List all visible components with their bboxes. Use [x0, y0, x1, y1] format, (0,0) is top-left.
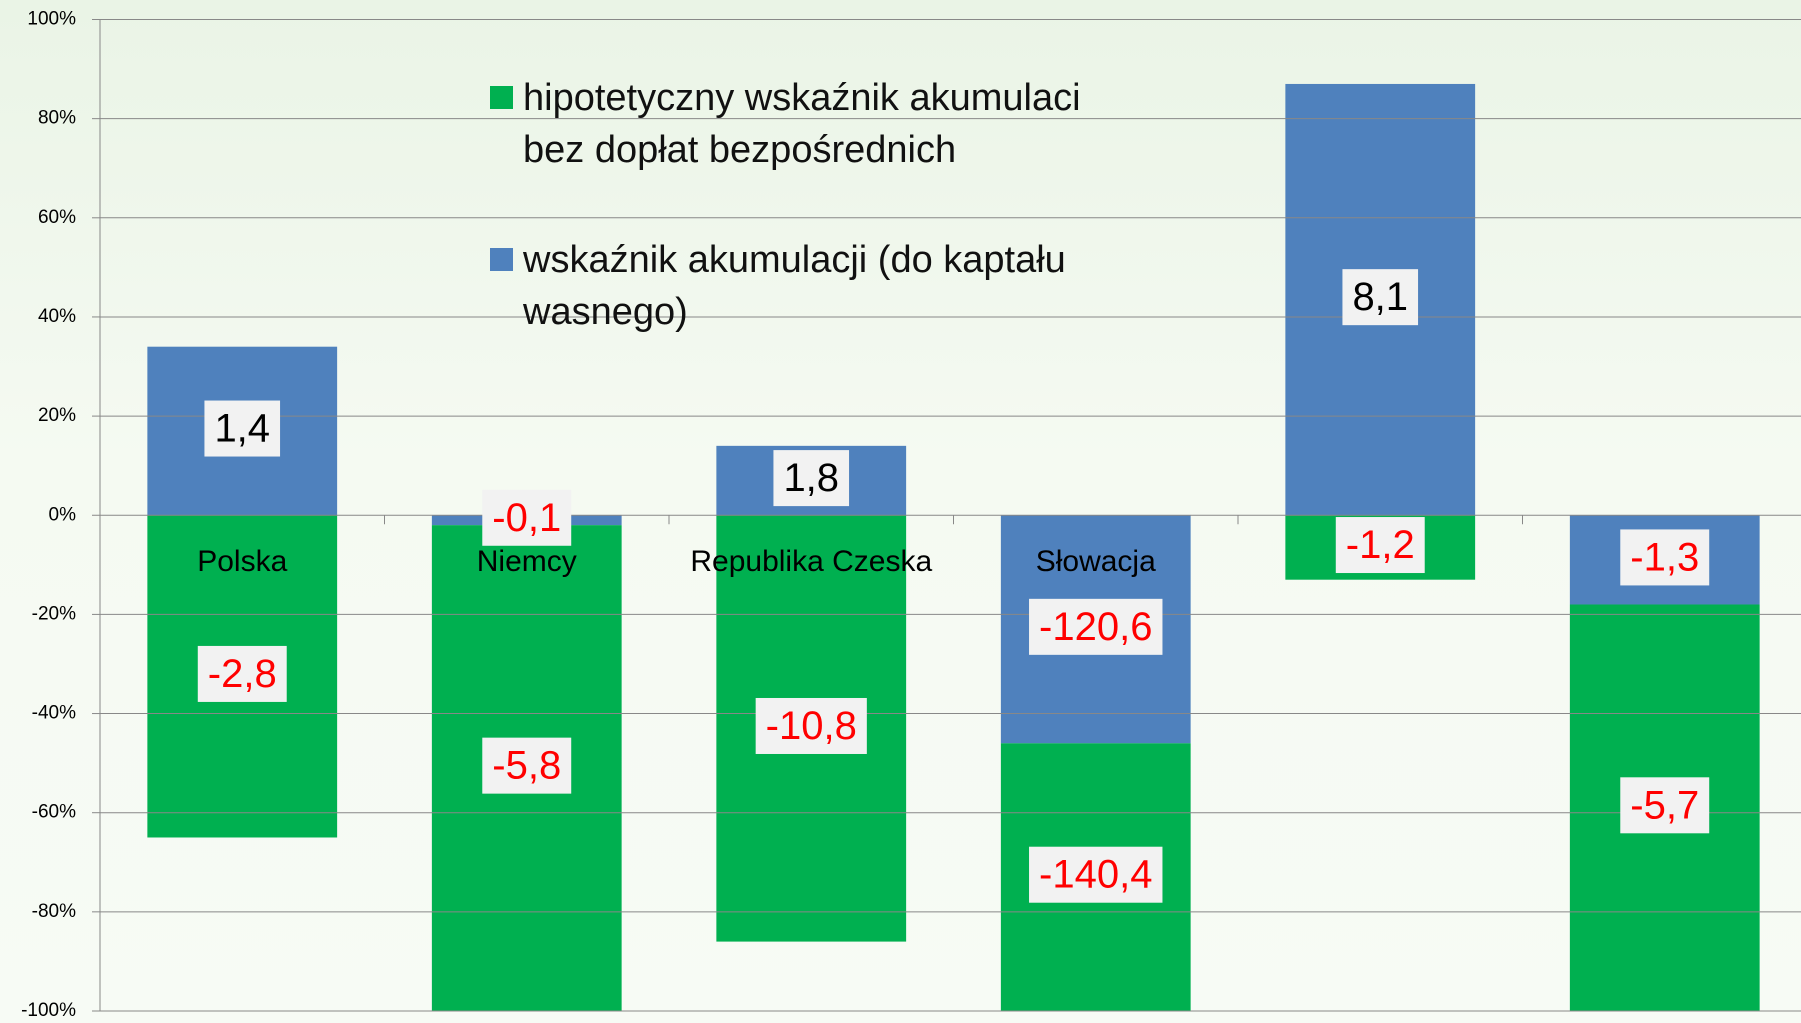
data-label-background [1029, 598, 1163, 655]
x-tick-label: Republika Czeska [690, 545, 932, 578]
legend-item: hipotetyczny wskaźnik akumulaci bez dopł… [490, 72, 1130, 176]
data-label: -120,6 [1039, 605, 1152, 649]
data-label: -2,8 [208, 652, 277, 696]
data-label: -1,2 [1346, 523, 1415, 567]
legend-swatch [490, 248, 513, 271]
x-tick-label: Niemcy [477, 545, 577, 578]
data-label-background [482, 489, 572, 546]
legend-label: wskaźnik akumulacji (do kaptału wasnego) [523, 239, 1066, 333]
y-tick-label: 0% [49, 504, 77, 525]
data-label-background [204, 400, 281, 457]
y-tick-label: 40% [38, 306, 76, 327]
x-tick-label: Polska [197, 545, 287, 578]
data-label: 1,4 [214, 407, 270, 451]
data-label: -1,3 [1630, 535, 1699, 579]
data-label-background [773, 450, 850, 507]
x-tick-label: Słowacja [1036, 545, 1156, 578]
data-label: -140,4 [1039, 853, 1152, 897]
data-label: -5,8 [492, 744, 561, 788]
data-label-background [1620, 777, 1710, 834]
data-label-background [755, 697, 867, 754]
y-tick-label: -40% [32, 703, 76, 724]
y-tick-label: -20% [32, 603, 76, 624]
y-tick-label: -100% [21, 1000, 76, 1021]
data-label-background [1029, 846, 1163, 903]
data-label: -10,8 [766, 704, 857, 748]
data-label-background [1335, 517, 1425, 574]
data-label: -0,1 [492, 496, 561, 540]
data-label-background [1620, 529, 1710, 586]
y-tick-label: -80% [32, 901, 76, 922]
y-tick-label: -60% [32, 802, 76, 823]
legend-item: wskaźnik akumulacji (do kaptału wasnego) [490, 234, 1130, 338]
data-label-background [197, 645, 287, 702]
y-tick-label: 80% [38, 108, 76, 129]
y-tick-label: 60% [38, 207, 76, 228]
legend: hipotetyczny wskaźnik akumulaci bez dopł… [490, 72, 1130, 396]
data-label: 1,8 [783, 456, 839, 500]
data-label: 8,1 [1352, 275, 1408, 319]
data-label-background [482, 737, 572, 794]
y-tick-label: 100% [27, 9, 76, 30]
data-label-background [1342, 269, 1419, 326]
y-tick-label: 20% [38, 405, 76, 426]
legend-label: hipotetyczny wskaźnik akumulaci bez dopł… [523, 77, 1081, 171]
data-label: -5,7 [1630, 783, 1699, 827]
legend-swatch [490, 86, 513, 109]
